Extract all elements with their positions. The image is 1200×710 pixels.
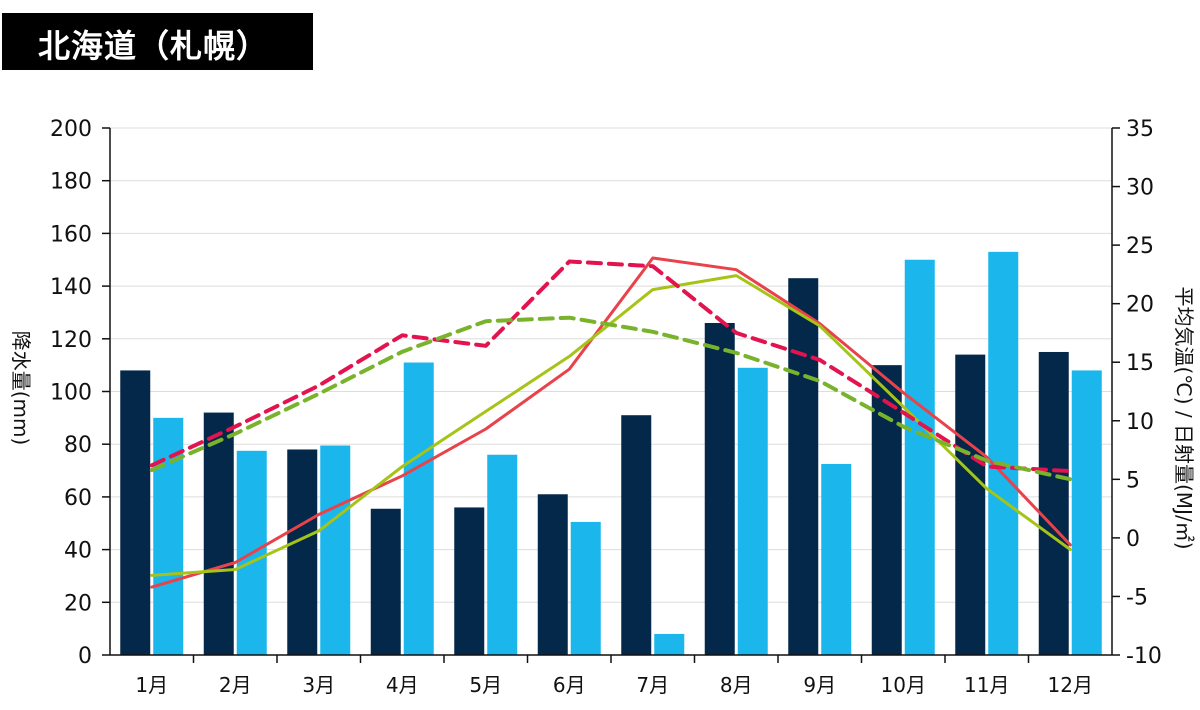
precip-bar-dark-10 [871,365,902,655]
right-tick-label: 35 [1126,117,1154,142]
right-tick-label: 15 [1126,351,1154,376]
right-tick-label: 0 [1126,527,1140,552]
right-tick-label: 30 [1126,176,1154,201]
precip-bar-light-4 [403,362,434,655]
precip-bar-light-6 [570,521,601,655]
right-tick-label: -10 [1126,644,1162,669]
x-tick-label: 6月 [553,673,586,697]
left-tick-label: 100 [50,381,92,406]
precip-bar-light-10 [904,259,935,655]
left-tick-label: 200 [50,117,92,142]
right-tick-label: 20 [1126,293,1154,318]
precip-bar-light-11 [988,251,1019,655]
right-tick-label: 25 [1126,234,1154,259]
x-tick-label: 8月 [720,673,753,697]
precip-bar-dark-9 [788,278,819,655]
x-tick-label: 10月 [881,673,926,697]
precip-bar-light-3 [320,445,351,655]
x-tick-label: 1月 [135,673,168,697]
precip-bar-dark-12 [1038,351,1069,655]
precip-bar-light-7 [654,633,685,655]
left-tick-label: 20 [64,591,92,616]
left-tick-label: 160 [50,222,92,247]
left-tick-label: 180 [50,170,92,195]
left-tick-label: 140 [50,275,92,300]
chart-title: 北海道（札幌） [38,27,270,65]
precip-bar-dark-11 [955,354,986,655]
precip-bar-dark-3 [287,449,318,655]
left-tick-label: 40 [64,539,92,564]
series-line-4 [149,315,1073,482]
precip-bar-dark-4 [370,508,401,655]
left-axis-title: 降水量(mm) [9,331,33,446]
precip-bar-dark-6 [537,494,568,655]
precip-bar-dark-7 [621,415,652,655]
x-tick-label: 2月 [219,673,252,697]
precip-bar-light-5 [487,454,518,655]
x-tick-label: 12月 [1048,673,1093,697]
right-tick-label: 5 [1126,468,1140,493]
chart-title-box: 北海道（札幌） [2,13,313,70]
precip-bar-dark-2 [203,412,234,655]
precip-bar-dark-8 [704,322,735,655]
left-tick-label: 120 [50,328,92,353]
right-tick-label: -5 [1126,585,1148,610]
x-tick-label: 7月 [636,673,669,697]
precip-bar-light-8 [737,367,768,655]
left-tick-label: 60 [64,486,92,511]
x-tick-label: 4月 [386,673,419,697]
precip-bar-light-12 [1071,370,1102,655]
x-tick-label: 9月 [803,673,836,697]
precip-bar-dark-5 [454,507,485,655]
x-tick-label: 11月 [964,673,1009,697]
left-tick-label: 80 [64,433,92,458]
series-line-1 [150,256,1072,589]
series-line-3 [149,259,1073,474]
precip-bar-dark-1 [120,370,151,655]
x-tick-label: 5月 [469,673,502,697]
x-tick-label: 3月 [302,673,335,697]
precip-bar-light-9 [821,463,852,655]
left-tick-label: 0 [78,644,92,669]
right-tick-label: 10 [1126,410,1154,435]
right-axis-title: 平均気温(℃) / 日射量(MJ/㎡) [1172,286,1196,549]
